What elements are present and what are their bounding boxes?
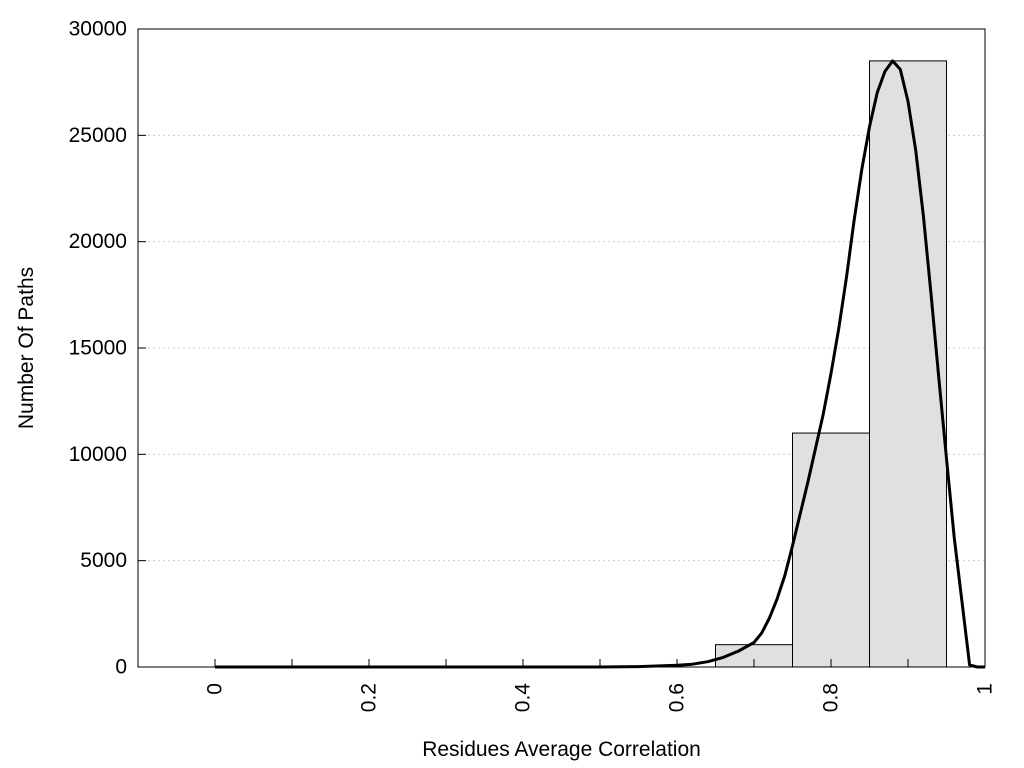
- fit-curve: [215, 59, 985, 669]
- x-tick-label: 0.6: [666, 683, 689, 712]
- x-tick-label: 0.4: [512, 683, 535, 713]
- y-tick-label: 10000: [69, 443, 127, 466]
- x-axis-ticks: 0 0.2 0.4 0.6 0.8 1: [204, 659, 997, 712]
- y-tick-label: 5000: [80, 549, 127, 572]
- y-axis-ticks: 0 5000 10000 15000 20000 25000 30000: [69, 18, 146, 679]
- x-tick-label: 0.8: [820, 683, 843, 712]
- histogram-bar: [792, 432, 870, 668]
- y-tick-label: 30000: [69, 18, 127, 41]
- y-tick-label: 0: [115, 656, 127, 679]
- y-tick-label: 25000: [69, 124, 127, 147]
- x-tick-label: 0: [204, 683, 227, 695]
- histogram-bars: [715, 60, 947, 668]
- x-tick-label: 0.2: [358, 683, 381, 712]
- y-tick-label: 15000: [69, 337, 127, 360]
- x-tick-label: 1: [974, 683, 997, 695]
- x-axis-title: Residues Average Correlation: [422, 738, 701, 761]
- histogram-bar: [869, 60, 947, 668]
- y-tick-label: 20000: [69, 230, 127, 253]
- y-axis-title: Number Of Paths: [15, 267, 38, 429]
